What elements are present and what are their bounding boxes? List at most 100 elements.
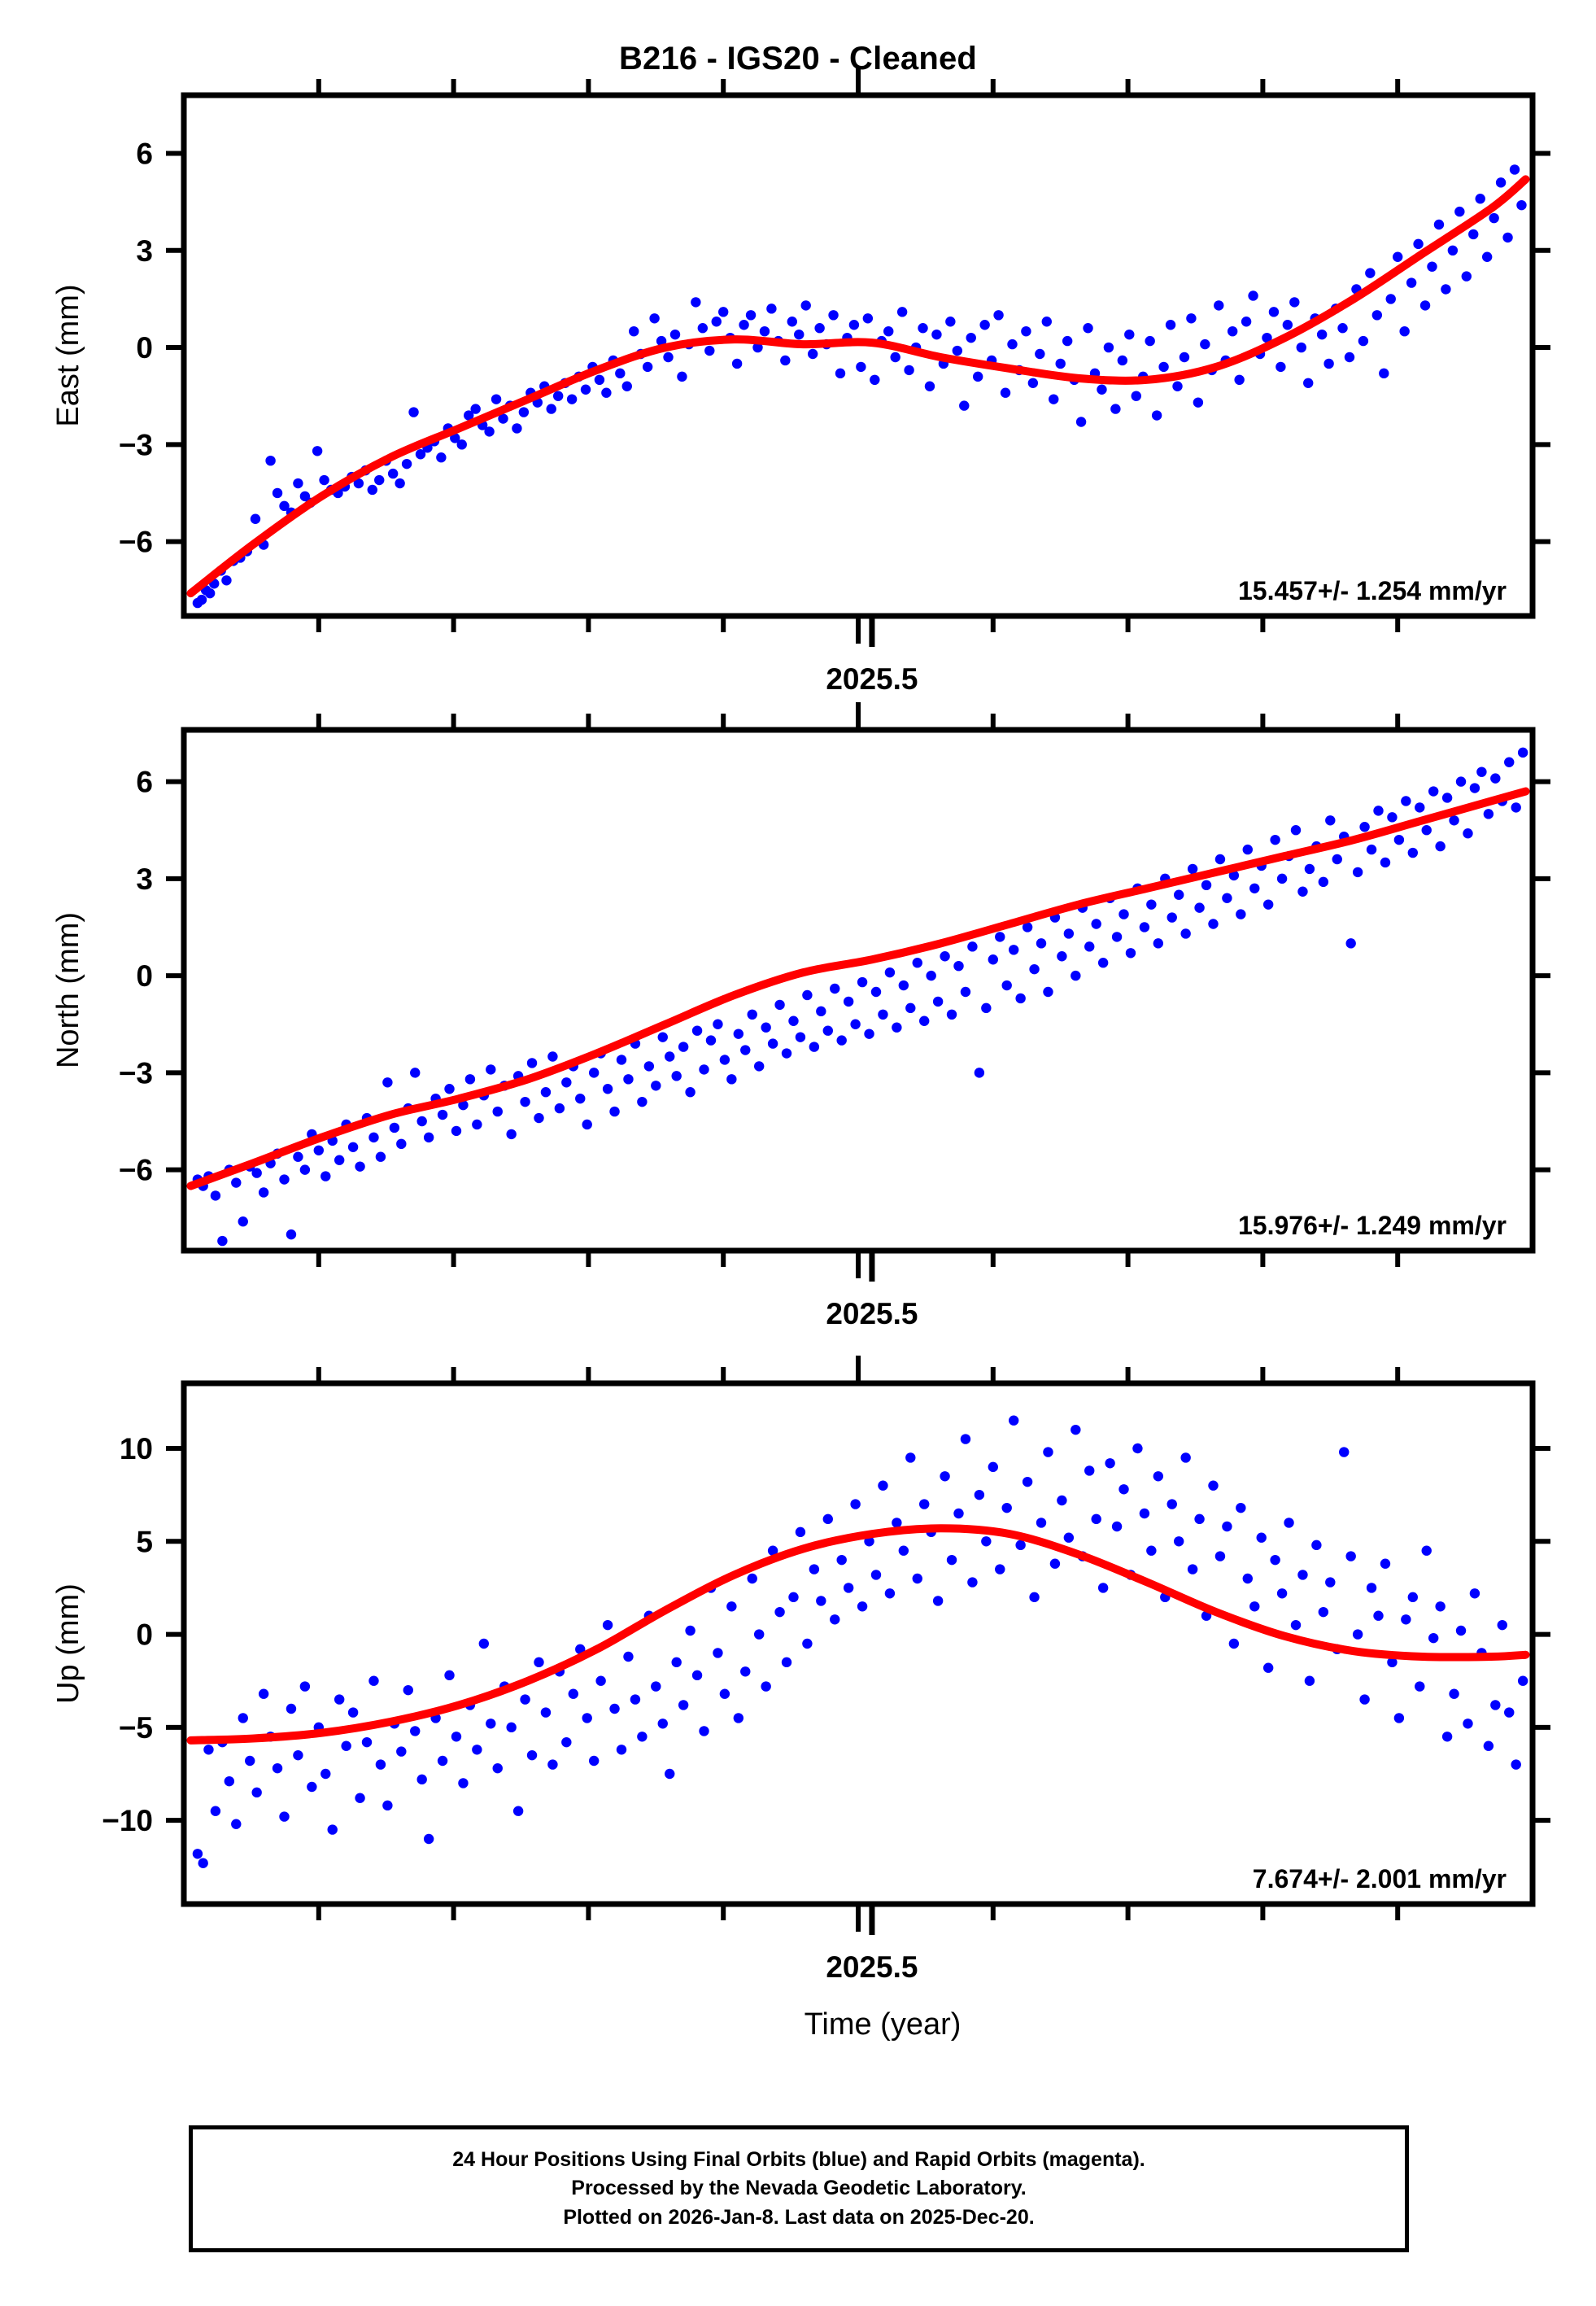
data-point <box>1401 1614 1411 1625</box>
data-point <box>1407 1592 1419 1603</box>
data-point <box>1187 863 1198 875</box>
data-point <box>1407 847 1419 858</box>
data-point <box>1284 1518 1294 1528</box>
x-tick-label: 2025.5 <box>826 662 918 696</box>
data-point <box>547 1759 558 1770</box>
data-point <box>1428 786 1439 797</box>
data-point <box>1262 899 1274 910</box>
data-point <box>711 317 722 327</box>
data-point <box>1489 212 1499 224</box>
data-point <box>651 1681 661 1692</box>
data-point <box>713 1648 723 1658</box>
data-point <box>1447 245 1459 256</box>
data-point <box>766 304 777 314</box>
data-point <box>1119 909 1129 919</box>
data-point <box>546 404 556 414</box>
data-point <box>554 1103 565 1114</box>
data-point <box>1172 381 1183 391</box>
data-point <box>656 335 667 347</box>
data-point <box>1304 863 1315 875</box>
data-point <box>828 310 839 321</box>
y-tick-label: −6 <box>119 1154 153 1187</box>
data-point <box>802 1638 813 1649</box>
data-point <box>1454 206 1465 217</box>
data-point <box>1379 368 1389 379</box>
data-point <box>410 1068 421 1078</box>
data-point <box>1075 417 1087 427</box>
data-point <box>946 1009 957 1020</box>
data-point <box>630 1694 641 1705</box>
data-point <box>850 1499 861 1509</box>
x-axis-label: Time (year) <box>805 2007 962 2042</box>
data-point <box>238 1713 248 1723</box>
data-point <box>665 1768 675 1780</box>
data-point <box>396 1138 407 1150</box>
data-point <box>616 1745 627 1755</box>
data-point <box>588 1068 600 1078</box>
data-point <box>616 1055 627 1065</box>
data-point <box>1463 828 1473 839</box>
data-point <box>355 1161 365 1172</box>
data-point <box>472 1745 482 1755</box>
data-point <box>203 1745 214 1755</box>
data-point <box>752 342 763 353</box>
data-point <box>959 400 970 411</box>
data-point <box>272 1762 283 1774</box>
data-point <box>705 1035 717 1046</box>
data-point <box>594 374 605 386</box>
data-point <box>857 1601 868 1612</box>
data-point <box>926 970 936 981</box>
data-point <box>761 1681 771 1692</box>
data-point <box>774 1606 785 1618</box>
data-point <box>547 1051 558 1062</box>
data-point <box>1036 1518 1047 1528</box>
data-point <box>890 352 900 363</box>
data-point <box>870 374 880 386</box>
data-point <box>313 1145 324 1155</box>
fit-curve <box>186 1524 1530 1745</box>
data-point <box>651 1081 661 1091</box>
data-point <box>540 1087 552 1098</box>
data-point <box>691 1670 703 1681</box>
data-point <box>1401 796 1411 806</box>
data-point <box>1373 806 1384 816</box>
data-point <box>1359 1694 1370 1705</box>
data-point <box>904 365 914 376</box>
data-point <box>251 1168 262 1178</box>
data-point <box>761 1022 771 1033</box>
data-point <box>1441 793 1453 803</box>
data-point <box>1208 1480 1219 1491</box>
data-point <box>1516 199 1527 211</box>
data-point <box>1406 277 1417 288</box>
data-point <box>740 1045 751 1055</box>
data-point <box>526 1058 538 1068</box>
data-point <box>512 1806 524 1816</box>
data-point <box>850 1019 861 1029</box>
data-point <box>1139 1508 1150 1519</box>
data-point <box>1366 844 1377 855</box>
data-point <box>1057 1495 1067 1506</box>
data-point <box>1359 822 1370 832</box>
data-point <box>1332 854 1342 865</box>
data-point <box>265 455 276 466</box>
data-point <box>767 1545 778 1556</box>
data-point <box>416 1774 427 1785</box>
data-point <box>719 1688 730 1699</box>
data-point <box>774 999 785 1011</box>
data-point <box>540 1707 552 1718</box>
data-point <box>960 1434 971 1444</box>
y-tick-label: 10 <box>120 1432 153 1465</box>
data-point <box>1029 1592 1040 1603</box>
data-point <box>478 1638 490 1649</box>
data-point <box>960 986 971 998</box>
data-point <box>691 297 701 308</box>
data-point <box>293 1151 303 1162</box>
data-point <box>932 996 944 1007</box>
data-point <box>231 1819 242 1829</box>
data-point <box>1036 938 1047 949</box>
data-point <box>781 1657 792 1668</box>
footer-line-1: 24 Hour Positions Using Final Orbits (bl… <box>452 2147 1145 2171</box>
y-axis-label: East (mm) <box>51 284 85 426</box>
data-point <box>795 1032 806 1042</box>
data-point <box>988 1461 999 1473</box>
